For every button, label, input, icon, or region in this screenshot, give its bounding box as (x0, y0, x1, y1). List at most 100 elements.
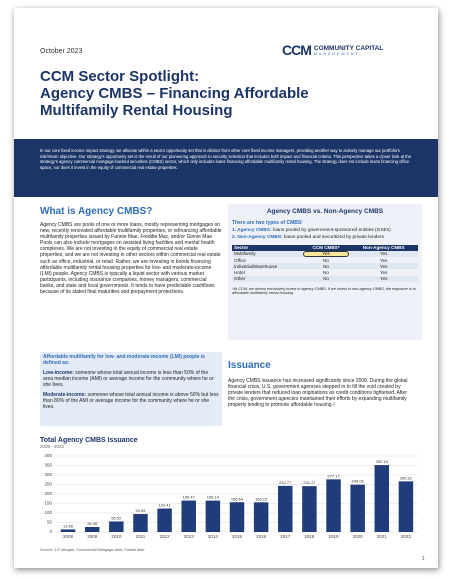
lmi-text: someone whose total annual income is abo… (43, 392, 219, 410)
comparison-subheading: There are two types of CMBS¹ (232, 220, 303, 226)
footnote: *At CCM, we almost exclusively invest in… (232, 286, 416, 296)
lmi-heading: Affordable multifamily for low- and mode… (43, 354, 205, 366)
logo: CCM COMMUNITY CAPITAL MANAGEMENT (282, 42, 383, 58)
value-label: 277.17 (327, 473, 340, 478)
logo-text: COMMUNITY CAPITAL MANAGEMENT (314, 45, 383, 56)
value-label: 165.47 (183, 495, 196, 500)
column-header: CCM CMBS* (302, 244, 350, 251)
table-cell: No (302, 263, 350, 270)
comparison-panel: Agency CMBS vs. Non-Agency CMBS There ar… (228, 204, 422, 340)
table-cell: No (323, 257, 329, 263)
table-row: Office No Yes (232, 257, 418, 263)
lmi-term: Low-income: (43, 370, 74, 376)
x-tick-label: 2015 (232, 534, 243, 539)
x-tick-label: 2016 (256, 534, 267, 539)
value-label: 94.55 (135, 508, 146, 513)
table-cell: Yes (349, 275, 418, 282)
page: October 2023 CCM COMMUNITY CAPITAL MANAG… (14, 8, 438, 568)
lmi-item: Low-income: someone whose total annual i… (43, 370, 219, 388)
comparison-table: Sector CCM CMBS* Non-Agency CMBS Multifamil… (232, 244, 418, 282)
y-tick-label: 0 (49, 529, 52, 534)
chart: Total Agency CMBS Issuance 2008 - 2022 S… (40, 437, 418, 552)
value-label: 165.14 (207, 495, 220, 500)
page-number: 1 (422, 556, 425, 562)
lmi-text: someone whose total annual income is les… (43, 370, 214, 388)
section-heading: Issuance (228, 360, 271, 371)
x-tick-label: 2017 (280, 534, 291, 539)
table-cell: Yes (302, 250, 350, 257)
x-tick-label: 2021 (377, 534, 388, 539)
bar (109, 521, 124, 532)
bar (60, 529, 76, 532)
bar (374, 465, 390, 532)
x-tick-label: 2014 (208, 534, 219, 539)
y-tick-label: 300 (44, 472, 52, 477)
value-label: 156.15 (255, 496, 268, 501)
chart-title: Total Agency CMBS Issuance (40, 437, 138, 444)
logo-sub: MANAGEMENT (313, 51, 360, 56)
y-tick-label: 100 (44, 510, 52, 515)
bar (205, 500, 221, 532)
bar (157, 508, 172, 532)
y-tick-label: 350 (44, 463, 52, 468)
column-header: Sector (232, 244, 303, 251)
lmi-item: Moderate-income: someone whose total ann… (43, 392, 219, 410)
y-tick-label: 400 (44, 453, 52, 458)
y-tick-label: 150 (44, 501, 52, 506)
x-tick-label: 2010 (111, 534, 122, 539)
chart-source: Source: J.P. Morgan, Commercial Mortgage… (40, 548, 144, 552)
column-header: Non-Agency CMBS (349, 244, 418, 251)
table-header-row: Sector CCM CMBS* Non-Agency CMBS (232, 244, 418, 251)
bar (133, 514, 148, 532)
x-tick-label: 2022 (401, 534, 412, 539)
table-cell: Multifamily (232, 250, 303, 257)
value-label: 13.66 (63, 523, 74, 528)
intro-text: In our core fixed income impact strategy… (40, 148, 412, 170)
table-cell: Yes (349, 250, 418, 257)
table-cell: Other (232, 275, 303, 282)
table-cell: Yes (349, 263, 418, 270)
section-body: Agency CMBS issuance has increased signi… (228, 378, 408, 409)
chart-subtitle: 2008 - 2022 (40, 444, 65, 449)
x-tick-label: 2020 (353, 534, 364, 539)
x-tick-label: 2009 (87, 534, 98, 539)
date: October 2023 (40, 48, 83, 55)
value-label: 123.41 (158, 503, 171, 508)
bar (253, 502, 269, 532)
value-label: 156.64 (231, 496, 244, 501)
value-label: 26.46 (87, 521, 98, 526)
table-cell: Office (234, 257, 246, 263)
type-text: loans pooled by government-sponsored ent… (272, 228, 391, 233)
bar (302, 486, 317, 532)
type-item: 1. Agency CMBS: loans pooled by governme… (232, 228, 418, 234)
title-line: CCM Sector Spotlight: (40, 68, 200, 85)
table-cell: No (323, 269, 329, 275)
x-tick-label: 2008 (63, 534, 74, 539)
value-label: 55.52 (111, 516, 122, 521)
comparison-heading: Agency CMBS vs. Non-Agency CMBS (266, 208, 384, 215)
logo-name: COMMUNITY CAPITAL (313, 44, 384, 52)
table-cell: Yes (379, 257, 388, 263)
lmi-term: Moderate-income: (43, 392, 87, 398)
value-label: 242.77 (279, 480, 292, 485)
y-tick-label: 200 (44, 491, 52, 496)
bar (398, 481, 414, 532)
title-line: Multifamily Rental Housing (40, 102, 233, 119)
bar (84, 526, 100, 532)
type-text: loans pooled and securitized by private … (283, 234, 384, 240)
table-cell: Yes (379, 269, 388, 275)
logo-mark: CCM (282, 42, 312, 58)
bar (326, 479, 341, 532)
section-body: Agency CMBS are pools of one or more loa… (40, 222, 222, 296)
table-row: Other No Yes (232, 275, 418, 282)
table-row: Industrial/Warehouse No Yes (232, 263, 418, 270)
x-tick-label: 2013 (184, 534, 195, 539)
table-cell: Hotel (234, 269, 245, 275)
type-term: 1. Agency CMBS: (232, 228, 272, 233)
table-cell: Industrial/Warehouse (232, 263, 303, 270)
x-tick-label: 2012 (160, 534, 171, 539)
type-term: 2. Non-Agency CMBS: (232, 234, 283, 240)
value-label: 249.06 (352, 479, 365, 484)
value-label: 241.27 (303, 480, 316, 485)
table-row: Multifamily Yes Yes (232, 250, 418, 257)
